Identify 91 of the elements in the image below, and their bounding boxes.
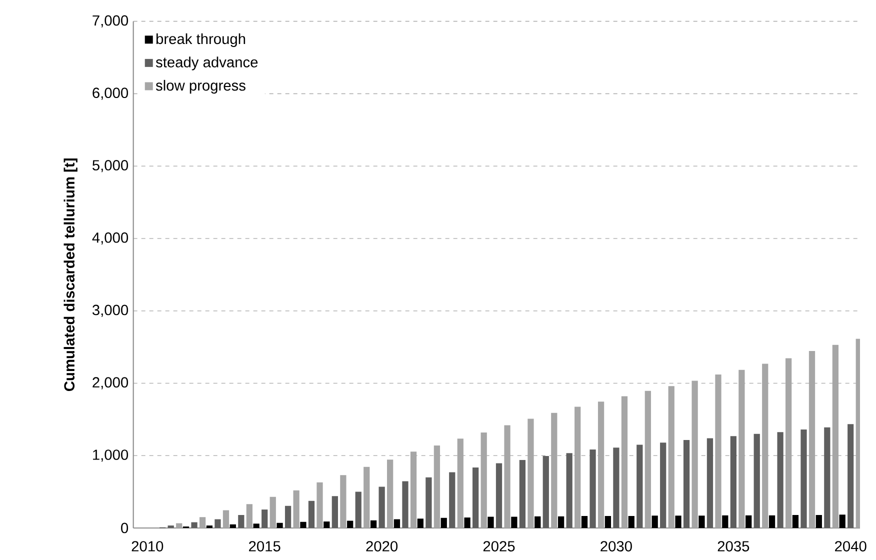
- bar: [284, 506, 292, 528]
- bar: [590, 449, 596, 528]
- bar: [402, 481, 408, 528]
- bar: [394, 519, 400, 528]
- bar: [340, 475, 346, 528]
- bar: [387, 460, 394, 528]
- bar: [636, 444, 643, 528]
- x-tick-label: 2010: [132, 541, 164, 552]
- x-tick-label: 2030: [600, 541, 632, 552]
- y-tick-label: 7,000: [92, 15, 128, 28]
- bar: [300, 522, 306, 528]
- bar: [613, 448, 620, 528]
- bar: [238, 514, 244, 528]
- bar: [558, 516, 564, 528]
- bar: [675, 516, 682, 528]
- bar: [730, 436, 736, 528]
- x-tick-label: 2015: [249, 541, 280, 552]
- bar: [214, 519, 221, 528]
- bar: [262, 510, 268, 528]
- legend-label: steady advance: [156, 56, 258, 70]
- bar: [324, 521, 330, 528]
- bar: [604, 516, 612, 528]
- bar: [542, 456, 549, 528]
- bar: [800, 430, 807, 528]
- bar: [839, 514, 846, 528]
- y-tick-label: 4,000: [92, 232, 128, 245]
- bar: [332, 496, 338, 528]
- bar: [168, 525, 174, 528]
- bar: [628, 516, 634, 528]
- bar: [370, 520, 377, 528]
- bar: [777, 432, 784, 528]
- y-tick-label: 3,000: [92, 304, 128, 317]
- x-tick-label: 2035: [718, 541, 750, 552]
- bar: [496, 463, 502, 528]
- x-tick-label: 2020: [366, 541, 398, 552]
- bar: [652, 516, 658, 528]
- bar: [293, 490, 300, 528]
- bar: [644, 390, 651, 528]
- bar: [534, 516, 541, 528]
- bar: [464, 517, 470, 528]
- bar: [316, 482, 323, 528]
- bar: [511, 516, 518, 528]
- bar: [378, 486, 385, 528]
- bar: [722, 515, 728, 528]
- bar: [621, 396, 628, 528]
- bar: [222, 510, 230, 528]
- bar: [566, 453, 572, 528]
- x-tick-label: 2025: [483, 541, 515, 552]
- bar: [276, 522, 283, 528]
- bar: [792, 514, 799, 528]
- y-tick-label: 5,000: [92, 160, 128, 172]
- bar: [581, 516, 588, 528]
- bar: [440, 518, 447, 528]
- bar: [488, 516, 494, 528]
- bar: [668, 386, 674, 528]
- bar: [206, 525, 213, 528]
- bar: [417, 518, 424, 528]
- bar: [472, 468, 479, 528]
- bar: [692, 380, 698, 528]
- bar: [816, 514, 822, 528]
- y-tick-label: 6,000: [92, 88, 128, 100]
- bar: [426, 477, 432, 528]
- bar: [199, 517, 206, 528]
- y-axis-title: Cumulated discarded tellurium [t]: [64, 158, 78, 391]
- bar: [824, 427, 830, 528]
- bar: [308, 500, 315, 528]
- bar: [449, 472, 456, 528]
- bar: [746, 515, 752, 528]
- bar: [364, 466, 370, 528]
- x-tick-label: 2040: [835, 541, 866, 552]
- bar: [660, 442, 666, 528]
- bar: [270, 496, 276, 528]
- bar: [253, 524, 260, 528]
- bar: [347, 520, 354, 528]
- y-tick-label: 0: [121, 522, 128, 534]
- bar: [355, 492, 362, 528]
- bar: [246, 504, 252, 528]
- bar: [683, 440, 690, 528]
- y-tick-label: 2,000: [92, 377, 128, 390]
- legend-label: break through: [156, 33, 246, 47]
- bar: [519, 460, 526, 528]
- bar: [698, 516, 705, 528]
- bar: [230, 524, 236, 528]
- bar: [754, 434, 760, 528]
- legend-label: slow progress: [156, 80, 246, 94]
- bar: [176, 523, 182, 528]
- bar: [768, 515, 776, 528]
- bar: [706, 438, 714, 528]
- bar: [848, 424, 854, 528]
- bar: [191, 522, 198, 528]
- y-tick-label: 1,000: [93, 450, 128, 462]
